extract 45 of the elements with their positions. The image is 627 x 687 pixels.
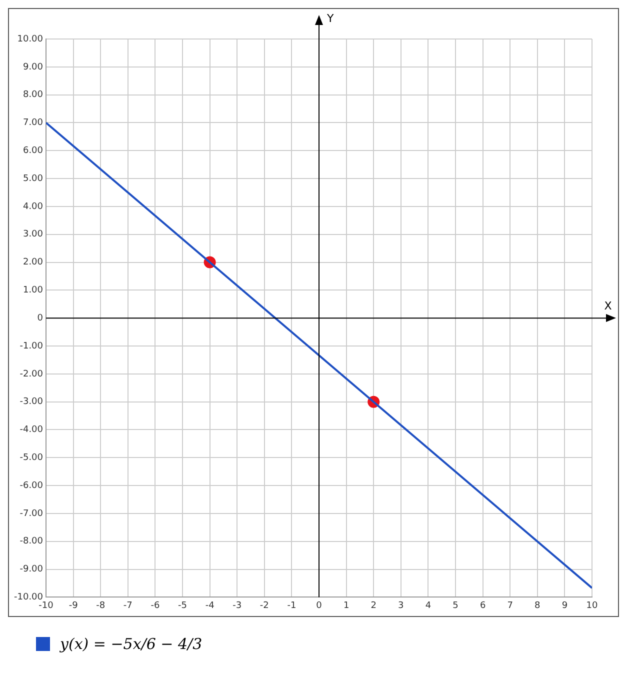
x-tick-label: 9 <box>562 600 568 611</box>
x-tick-label: -5 <box>178 600 187 611</box>
y-tick-label: -3.00 <box>20 397 44 408</box>
y-tick-label: -5.00 <box>20 452 44 463</box>
y-tick-label: 2.00 <box>22 258 44 268</box>
y-tick-label: 10.00 <box>17 34 44 44</box>
x-tick-label: 0 <box>316 600 322 611</box>
y-tick-label: 4.00 <box>22 202 44 212</box>
y-tick-label: -6.00 <box>20 480 44 491</box>
x-tick-label: 6 <box>480 600 486 611</box>
x-tick-label: 2 <box>370 600 376 611</box>
y-tick-label: 3.00 <box>22 230 44 240</box>
y-tick-label: 9.00 <box>22 62 44 72</box>
x-tick-label: -10 <box>38 600 54 611</box>
y-tick-label: -1.00 <box>20 341 44 352</box>
y-tick-label: -4.00 <box>20 425 44 436</box>
x-tick-label: -9 <box>68 600 78 611</box>
y-tick-label: -7.00 <box>20 508 44 519</box>
x-tick-label: 1 <box>343 600 350 611</box>
x-tick-label: 5 <box>452 600 458 611</box>
y-tick-label: 8.00 <box>22 90 44 100</box>
y-tick-label: 0 <box>37 313 44 324</box>
x-tick-label: -4 <box>205 600 215 611</box>
y-tick-label: -8.00 <box>20 536 44 547</box>
y-tick-label: 7.00 <box>22 118 44 128</box>
x-tick-label: 7 <box>507 600 513 611</box>
y-tick-label: 5.00 <box>22 174 44 184</box>
x-tick-label: -2 <box>260 600 269 611</box>
y-tick-label: -2.00 <box>20 369 44 380</box>
x-tick-label: -6 <box>150 600 160 611</box>
y-tick-label: 6.00 <box>22 146 44 156</box>
x-tick-label: -3 <box>232 600 242 611</box>
x-tick-label: -1 <box>287 600 296 611</box>
y-tick-label: 1.00 <box>22 286 44 296</box>
x-tick-label: 3 <box>398 600 404 611</box>
x-tick-label: -7 <box>123 600 132 611</box>
x-tick-label: 4 <box>425 600 432 611</box>
legend-label: y(x) = −5x/6 − 4/3 <box>60 635 202 653</box>
x-tick-label: 10 <box>586 600 598 611</box>
y-axis-title: Y <box>326 12 334 25</box>
x-tick-label: 8 <box>534 600 541 611</box>
x-tick-label: -8 <box>96 600 106 611</box>
x-axis-title: X <box>604 299 612 312</box>
y-tick-label: -10.00 <box>14 592 44 603</box>
y-tick-label: -9.00 <box>20 564 44 575</box>
